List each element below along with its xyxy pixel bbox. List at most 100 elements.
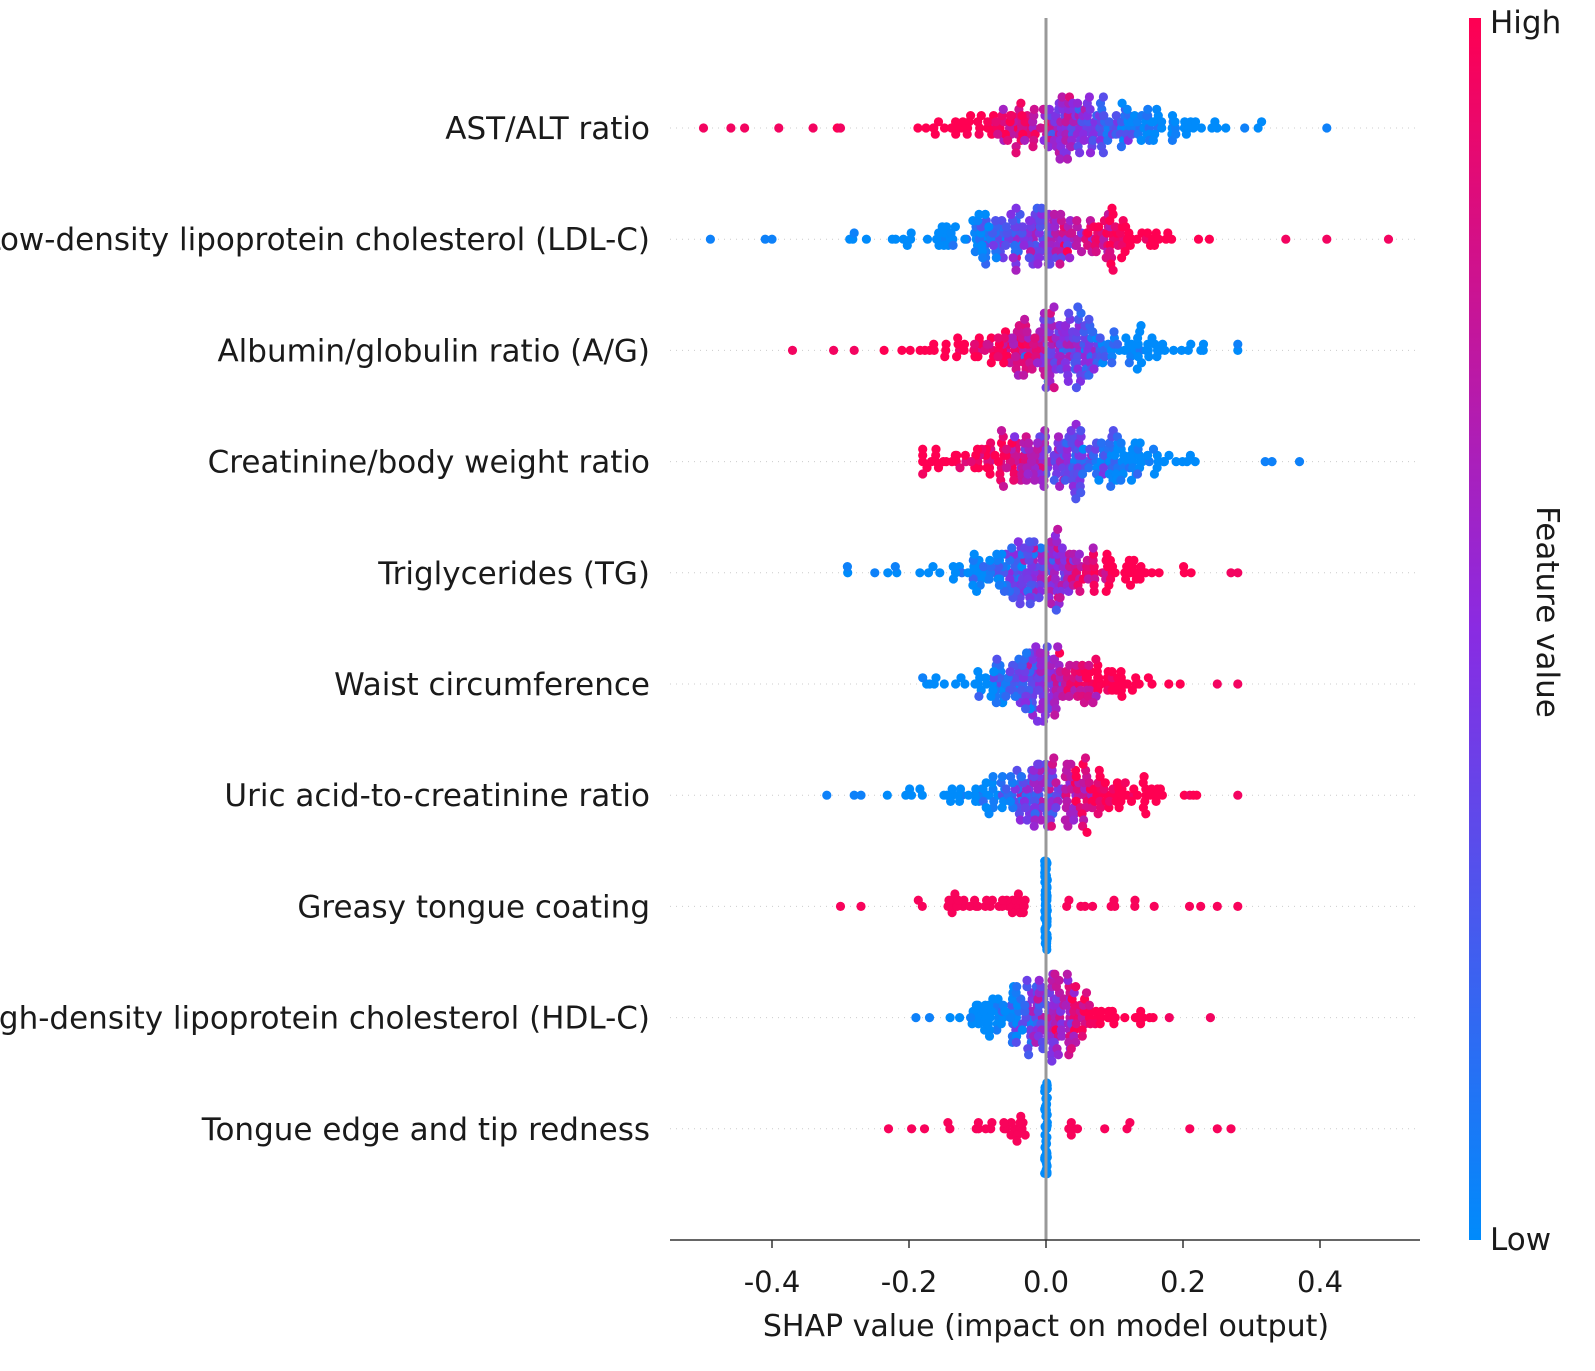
shap-point xyxy=(1150,339,1160,349)
shap-point xyxy=(1071,240,1082,250)
shap-point xyxy=(915,345,925,355)
shap-point xyxy=(1051,605,1061,615)
shap-point xyxy=(971,796,981,807)
shap-point xyxy=(1006,772,1016,782)
shap-point xyxy=(970,352,980,362)
shap-point xyxy=(953,895,963,905)
shap-point xyxy=(1383,234,1394,244)
shap-point xyxy=(1007,543,1017,553)
shap-point xyxy=(1078,444,1088,454)
shap-point xyxy=(1137,457,1147,467)
shap-point xyxy=(1132,234,1142,244)
shap-point xyxy=(918,469,928,479)
shap-point xyxy=(1104,117,1114,127)
shap-point xyxy=(1081,988,1092,998)
shap-point xyxy=(1012,982,1022,992)
shap-point xyxy=(1007,333,1017,343)
shap-point xyxy=(1164,1013,1174,1023)
shap-point xyxy=(1186,568,1196,578)
shap-point xyxy=(986,358,996,368)
shap-point xyxy=(1212,1124,1222,1134)
shap-point xyxy=(1116,796,1126,807)
shap-point xyxy=(1116,438,1126,448)
shap-point xyxy=(1111,111,1121,121)
shap-point xyxy=(1148,444,1159,454)
shap-point xyxy=(907,1124,917,1134)
shap-point xyxy=(1134,679,1144,689)
shap-point xyxy=(1204,234,1214,244)
shap-point xyxy=(1190,457,1200,467)
shap-point xyxy=(931,673,941,683)
shap-point xyxy=(1089,364,1099,374)
shap-point xyxy=(1071,772,1081,782)
shap-point xyxy=(970,247,980,257)
shap-point xyxy=(973,1118,984,1128)
shap-point xyxy=(946,123,957,133)
x-tick-label: 0.2 xyxy=(1160,1265,1206,1299)
shap-point xyxy=(1322,234,1332,244)
shap-point xyxy=(1171,457,1181,467)
shap-point xyxy=(698,123,709,133)
shap-point xyxy=(1132,364,1142,374)
shap-point xyxy=(1099,111,1109,121)
shap-point xyxy=(991,117,1001,127)
shap-point xyxy=(928,123,939,133)
shap-point xyxy=(981,673,991,683)
shap-point xyxy=(1122,104,1132,114)
shap-point xyxy=(1226,1124,1236,1134)
shap-point xyxy=(1051,778,1061,788)
shap-point xyxy=(1101,586,1111,597)
shap-point xyxy=(1028,142,1038,152)
shap-point xyxy=(981,1124,991,1134)
shap-point xyxy=(1171,129,1181,139)
shap-point xyxy=(1049,753,1059,763)
shap-point xyxy=(1240,123,1250,133)
shap-point xyxy=(1055,593,1065,603)
shap-point xyxy=(1080,901,1090,912)
shap-point xyxy=(1065,253,1075,263)
shap-point xyxy=(974,691,984,702)
shap-point xyxy=(1110,222,1120,232)
shap-point xyxy=(1001,784,1011,794)
shap-point xyxy=(1110,568,1120,578)
shap-point xyxy=(1016,1111,1026,1121)
shap-point xyxy=(1022,327,1032,337)
x-tick-label: -0.4 xyxy=(744,1265,801,1299)
shap-point xyxy=(1257,117,1267,127)
shap-point xyxy=(948,240,958,250)
shap-point xyxy=(1109,327,1119,337)
shap-point xyxy=(922,234,933,244)
shap-point xyxy=(1116,667,1126,677)
shap-point xyxy=(1053,1050,1063,1060)
feature-label: Tongue edge and tip redness xyxy=(201,1112,650,1148)
shap-point xyxy=(1121,333,1131,343)
shap-point xyxy=(997,772,1008,782)
shap-point xyxy=(835,123,846,133)
shap-point xyxy=(1098,148,1108,158)
shap-point xyxy=(934,240,944,250)
shap-point xyxy=(1084,314,1094,324)
shap-point xyxy=(960,450,971,460)
shap-point xyxy=(1129,555,1139,566)
shap-point xyxy=(1322,123,1332,133)
shap-point xyxy=(948,574,959,584)
shap-point xyxy=(984,1031,995,1041)
shap-point xyxy=(1123,679,1133,689)
shap-point xyxy=(1100,352,1110,362)
shap-point xyxy=(705,234,716,244)
shap-point xyxy=(935,568,945,578)
shap-point xyxy=(971,784,981,794)
shap-point xyxy=(999,358,1009,368)
shap-point xyxy=(1066,1130,1076,1140)
shap-point xyxy=(982,463,992,473)
shap-point xyxy=(1008,253,1018,263)
shap-point xyxy=(1267,457,1277,467)
shap-point xyxy=(963,790,974,800)
shap-point xyxy=(1179,562,1189,572)
shap-point xyxy=(1135,574,1145,584)
shap-point xyxy=(911,1013,921,1023)
shap-point xyxy=(905,784,915,794)
shap-point xyxy=(1167,234,1177,244)
shap-point xyxy=(1015,599,1025,609)
shap-point xyxy=(1198,339,1209,349)
